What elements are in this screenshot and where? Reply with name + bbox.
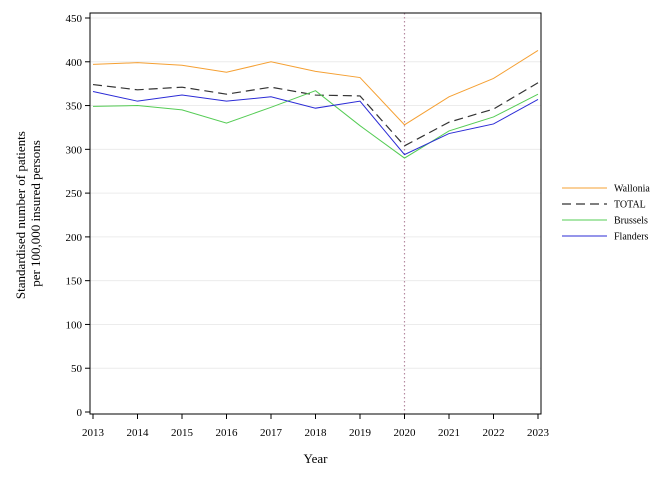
legend-label: Brussels	[614, 216, 648, 227]
series-line-total	[92, 82, 539, 147]
y-tick-label: 400	[66, 57, 83, 69]
y-tick-label: 50	[71, 363, 83, 375]
x-tick-label: 2015	[171, 427, 194, 439]
y-tick-label: 250	[66, 188, 83, 200]
y-axis-title: Standardised number of patients per 100,…	[13, 128, 43, 299]
series-line-brussels	[92, 90, 539, 159]
legend-item-wallonia: Wallonia	[562, 184, 650, 195]
y-tick-label: 0	[77, 407, 83, 419]
y-tick-label: 350	[66, 101, 83, 113]
x-tick-label: 2017	[260, 427, 283, 439]
y-axis-title-line-1: Standardised number of patients	[13, 131, 28, 299]
y-tick-label: 150	[66, 276, 83, 288]
x-tick-label: 2021	[438, 427, 460, 439]
x-tick-label: 2020	[394, 427, 417, 439]
legend-label: TOTAL	[614, 200, 646, 211]
y-tick-label: 100	[66, 319, 83, 331]
x-axis-title: Year	[304, 451, 329, 466]
y-tick-label: 450	[66, 13, 83, 25]
series-line-wallonia	[92, 49, 539, 126]
x-tick-label: 2019	[349, 427, 372, 439]
legend-item-brussels: Brussels	[562, 216, 648, 227]
y-axis: 0 50 100 150 200 250 300 350 400 450	[66, 13, 90, 419]
legend: Wallonia TOTAL Brussels Flanders	[562, 184, 650, 243]
series-line-flanders	[92, 91, 539, 156]
x-axis: 2013 2014 2015 2016 2017 2018 2019 2020 2021 2022…	[82, 414, 550, 439]
x-tick-label: 2016	[216, 427, 239, 439]
legend-item-flanders: Flanders	[562, 232, 649, 243]
y-axis-title-line-2: per 100,000 insured persons	[28, 140, 43, 287]
x-tick-label: 2023	[527, 427, 550, 439]
x-tick-label: 2013	[82, 427, 105, 439]
plot-frame	[89, 12, 542, 415]
legend-label: Flanders	[614, 232, 649, 243]
y-tick-label: 200	[66, 232, 83, 244]
x-tick-label: 2014	[127, 427, 150, 439]
gridlines	[90, 17, 541, 369]
legend-item-total: TOTAL	[562, 200, 646, 211]
x-tick-label: 2018	[305, 427, 328, 439]
y-tick-label: 300	[66, 144, 83, 156]
legend-label: Wallonia	[614, 184, 650, 195]
series-lines	[92, 49, 539, 159]
x-tick-label: 2022	[483, 427, 505, 439]
